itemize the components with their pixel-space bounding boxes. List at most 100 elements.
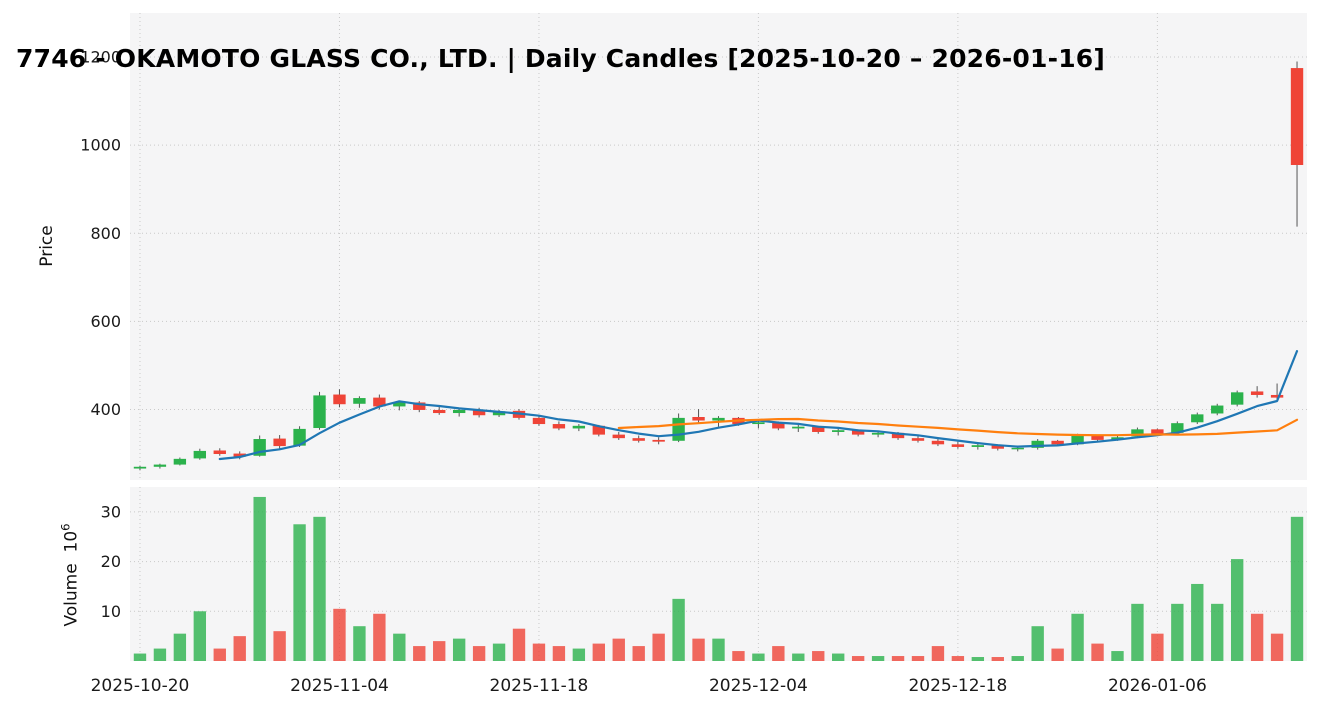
- candle-body: [911, 438, 925, 441]
- volume-panel-bg: [130, 487, 1307, 661]
- candle-body: [1211, 405, 1224, 414]
- volume-bar: [333, 608, 346, 661]
- candle-body: [851, 430, 865, 435]
- candle-body: [153, 464, 167, 467]
- candle-body: [1230, 392, 1244, 405]
- volume-bar: [1290, 516, 1304, 661]
- volume-bar: [512, 628, 526, 661]
- price-tick-label: 600: [90, 312, 121, 331]
- x-tick-label: 2025-10-20: [91, 676, 190, 696]
- volume-bar: [1111, 651, 1124, 661]
- candle-body: [951, 444, 965, 447]
- candle-body: [433, 409, 446, 414]
- candle-body: [373, 397, 386, 407]
- candle-body: [1250, 391, 1264, 395]
- volume-bar: [1191, 583, 1204, 661]
- candle-body: [1131, 429, 1144, 437]
- candle-body: [173, 458, 187, 465]
- candle-body: [233, 453, 246, 457]
- volume-bar: [931, 646, 945, 661]
- chart-title: 7746 - OKAMOTO GLASS CO., LTD. | Daily C…: [16, 44, 1106, 73]
- candle-body: [672, 417, 685, 441]
- volume-bar: [313, 516, 326, 661]
- candle-body: [871, 432, 885, 435]
- volume-bar: [572, 648, 586, 661]
- candle-body: [712, 417, 725, 421]
- volume-bar: [1051, 648, 1064, 661]
- candle-body: [752, 422, 765, 425]
- candle-body: [552, 424, 566, 429]
- volume-bar: [1011, 656, 1024, 661]
- volume-bar: [273, 631, 286, 661]
- volume-bar: [213, 648, 226, 661]
- volume-bar: [612, 638, 625, 661]
- volume-bar: [472, 646, 486, 661]
- candle-body: [353, 398, 366, 404]
- candle-body: [612, 434, 625, 439]
- volume-bar: [792, 653, 805, 661]
- candle-body: [393, 402, 406, 407]
- candle-body: [273, 438, 286, 447]
- candle-body: [333, 394, 346, 405]
- candle-body: [1091, 435, 1104, 440]
- candle-body: [452, 409, 466, 414]
- price-tick-label: 1000: [80, 136, 121, 155]
- volume-bar: [1071, 613, 1084, 661]
- candle-body: [492, 411, 506, 416]
- candle-body: [891, 432, 905, 439]
- volume-bar: [712, 638, 725, 661]
- volume-bar: [951, 656, 965, 661]
- volume-bar: [772, 646, 785, 661]
- volume-bar: [732, 651, 745, 661]
- volume-bar: [452, 638, 466, 661]
- volume-bar: [911, 656, 925, 661]
- volume-bar: [812, 651, 825, 661]
- candle-body: [772, 422, 785, 429]
- volume-bar: [413, 646, 426, 661]
- volume-bar: [592, 643, 605, 661]
- volume-bar: [293, 524, 306, 661]
- volume-bar: [1131, 603, 1144, 661]
- volume-bar: [1091, 643, 1104, 661]
- candle-body: [652, 439, 665, 442]
- x-tick-label: 2025-11-04: [290, 676, 389, 696]
- volume-bar: [1171, 603, 1184, 661]
- x-tick-label: 2025-12-04: [709, 676, 808, 696]
- volume-bar: [832, 653, 845, 661]
- candle-body: [812, 426, 825, 432]
- price-tick-label: 400: [90, 400, 121, 419]
- volume-bar: [692, 638, 705, 661]
- volume-bar: [632, 646, 645, 661]
- volume-bar: [173, 633, 187, 661]
- candle-body: [572, 425, 586, 429]
- volume-bar: [253, 496, 266, 661]
- candle-body: [313, 395, 326, 429]
- candle-body: [632, 438, 645, 441]
- volume-bar: [133, 653, 147, 661]
- price-panel-bg: [130, 13, 1307, 480]
- candle-body: [472, 409, 486, 416]
- candle-body: [931, 440, 945, 445]
- volume-axis-unit-base: 10: [61, 530, 82, 553]
- candle-body: [293, 428, 306, 446]
- candle-body: [1151, 429, 1164, 434]
- volume-bar: [991, 657, 1004, 661]
- volume-bar: [851, 656, 865, 661]
- volume-bar: [433, 641, 446, 661]
- volume-bar: [492, 643, 506, 661]
- volume-bar: [193, 611, 207, 661]
- candle-body: [1171, 423, 1184, 433]
- price-axis-label: Price: [37, 225, 57, 267]
- volume-bar: [871, 656, 885, 661]
- volume-bar: [1250, 613, 1264, 661]
- volume-bar: [652, 633, 665, 661]
- price-tick-label: 800: [90, 224, 121, 243]
- candle-body: [1290, 68, 1304, 165]
- candle-body: [592, 425, 605, 435]
- candle-body: [413, 402, 426, 410]
- volume-bar: [1230, 559, 1244, 661]
- candle-body: [832, 430, 845, 432]
- volume-axis-unit-exponent: 6: [58, 523, 73, 531]
